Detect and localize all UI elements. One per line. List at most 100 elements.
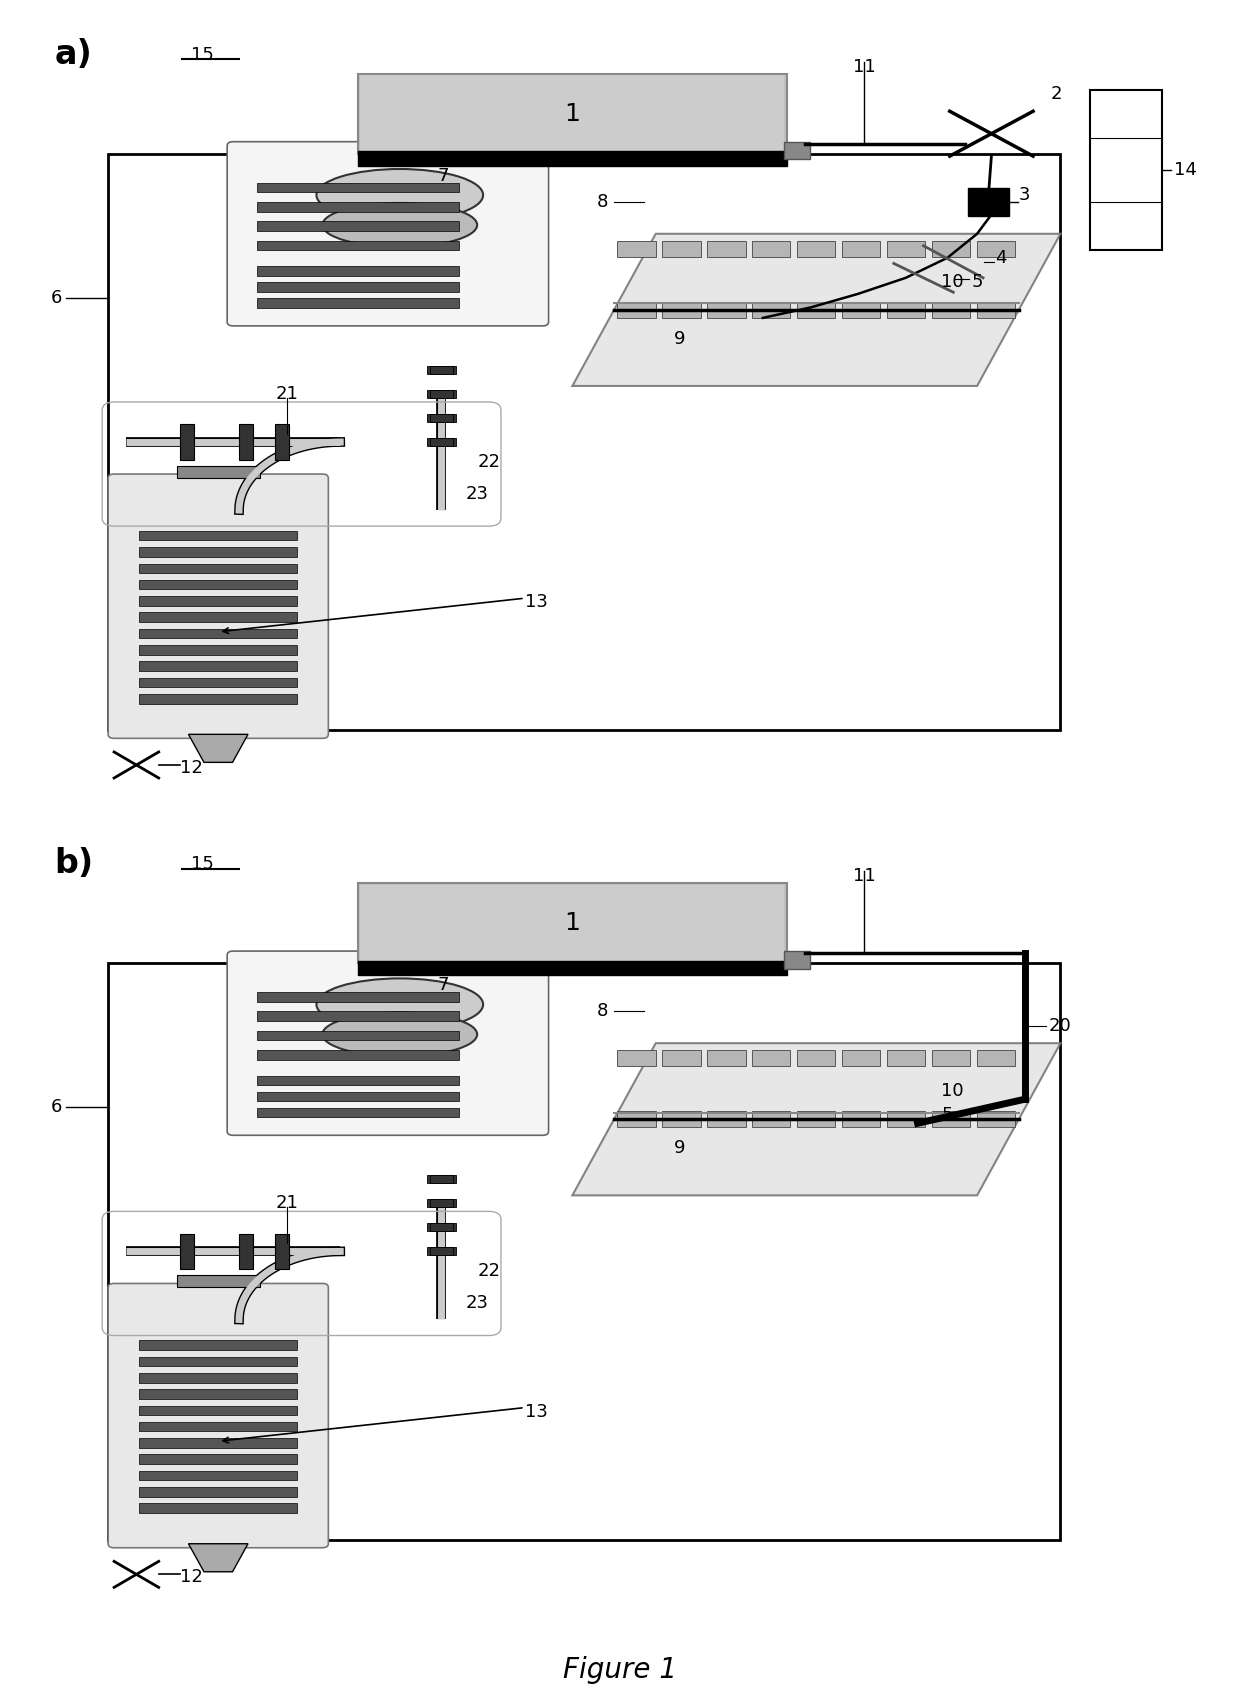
FancyBboxPatch shape: [108, 474, 329, 738]
Bar: [139, 612, 298, 622]
Text: 4: 4: [994, 249, 1007, 268]
Bar: [257, 1075, 459, 1085]
Text: 8: 8: [596, 1002, 608, 1021]
Text: 2: 2: [1052, 85, 1063, 104]
FancyBboxPatch shape: [797, 240, 836, 257]
Bar: [239, 1234, 253, 1269]
Text: 15: 15: [191, 46, 215, 63]
FancyBboxPatch shape: [358, 152, 786, 165]
Bar: [257, 1108, 459, 1118]
Bar: [967, 187, 1009, 216]
Text: 11: 11: [853, 58, 875, 75]
Bar: [139, 629, 298, 639]
Ellipse shape: [316, 169, 484, 222]
Bar: [257, 1092, 459, 1101]
FancyBboxPatch shape: [662, 240, 701, 257]
Bar: [427, 414, 456, 423]
Bar: [139, 1373, 298, 1382]
Polygon shape: [188, 1544, 248, 1571]
Text: Figure 1: Figure 1: [563, 1656, 677, 1684]
FancyBboxPatch shape: [361, 75, 784, 152]
Text: 8: 8: [596, 193, 608, 211]
Text: 12: 12: [180, 1568, 202, 1586]
Polygon shape: [573, 233, 1060, 385]
Bar: [275, 1234, 289, 1269]
Bar: [427, 1247, 456, 1256]
Bar: [139, 694, 298, 704]
Bar: [139, 1406, 298, 1414]
Text: 7: 7: [438, 976, 449, 993]
Ellipse shape: [322, 1012, 477, 1056]
Text: 10: 10: [941, 1082, 963, 1101]
Ellipse shape: [322, 203, 477, 247]
FancyBboxPatch shape: [842, 240, 880, 257]
Bar: [257, 203, 459, 211]
FancyBboxPatch shape: [932, 302, 971, 319]
Bar: [139, 1503, 298, 1513]
FancyBboxPatch shape: [108, 1283, 329, 1547]
FancyBboxPatch shape: [1090, 90, 1162, 250]
Text: 15: 15: [191, 855, 215, 872]
Bar: [427, 390, 456, 399]
Bar: [257, 1031, 459, 1041]
Text: 1: 1: [564, 102, 580, 126]
Text: 20: 20: [1049, 1017, 1071, 1036]
Text: 22: 22: [477, 453, 500, 470]
FancyBboxPatch shape: [932, 1111, 971, 1128]
Bar: [257, 222, 459, 232]
Bar: [257, 1050, 459, 1060]
Bar: [429, 1247, 454, 1256]
FancyBboxPatch shape: [662, 302, 701, 319]
Bar: [257, 992, 459, 1002]
Bar: [257, 266, 459, 276]
Bar: [257, 1012, 459, 1021]
FancyBboxPatch shape: [358, 73, 786, 153]
Text: 12: 12: [180, 758, 202, 777]
Bar: [180, 1234, 193, 1269]
FancyBboxPatch shape: [842, 302, 880, 319]
Bar: [180, 424, 193, 460]
FancyBboxPatch shape: [797, 1111, 836, 1128]
Bar: [784, 951, 811, 968]
Polygon shape: [188, 734, 248, 762]
Text: 7: 7: [438, 167, 449, 184]
FancyBboxPatch shape: [842, 1050, 880, 1067]
Bar: [429, 1200, 454, 1208]
Bar: [427, 1176, 456, 1183]
FancyBboxPatch shape: [977, 240, 1016, 257]
FancyBboxPatch shape: [977, 1111, 1016, 1128]
Bar: [176, 1275, 260, 1288]
Bar: [257, 240, 459, 250]
FancyBboxPatch shape: [753, 1111, 790, 1128]
FancyBboxPatch shape: [618, 1111, 656, 1128]
Bar: [139, 1438, 298, 1448]
FancyBboxPatch shape: [977, 1050, 1016, 1067]
FancyBboxPatch shape: [227, 141, 548, 325]
Bar: [427, 366, 456, 373]
FancyBboxPatch shape: [932, 240, 971, 257]
FancyBboxPatch shape: [888, 1111, 925, 1128]
Bar: [429, 1176, 454, 1183]
Bar: [139, 1455, 298, 1464]
Bar: [139, 678, 298, 687]
Bar: [139, 1389, 298, 1399]
FancyBboxPatch shape: [618, 302, 656, 319]
Text: 10: 10: [941, 273, 963, 291]
Bar: [139, 1421, 298, 1431]
Text: 5: 5: [971, 273, 982, 291]
Bar: [139, 564, 298, 573]
Bar: [139, 1341, 298, 1350]
Bar: [427, 1223, 456, 1232]
Bar: [429, 438, 454, 446]
FancyBboxPatch shape: [888, 302, 925, 319]
Bar: [139, 547, 298, 557]
Text: 9: 9: [673, 331, 684, 348]
FancyBboxPatch shape: [662, 1050, 701, 1067]
Bar: [139, 532, 298, 540]
Bar: [784, 141, 811, 158]
Bar: [429, 1223, 454, 1232]
Text: a): a): [55, 37, 92, 70]
FancyBboxPatch shape: [842, 1111, 880, 1128]
FancyBboxPatch shape: [753, 1050, 790, 1067]
Text: 21: 21: [275, 385, 298, 402]
